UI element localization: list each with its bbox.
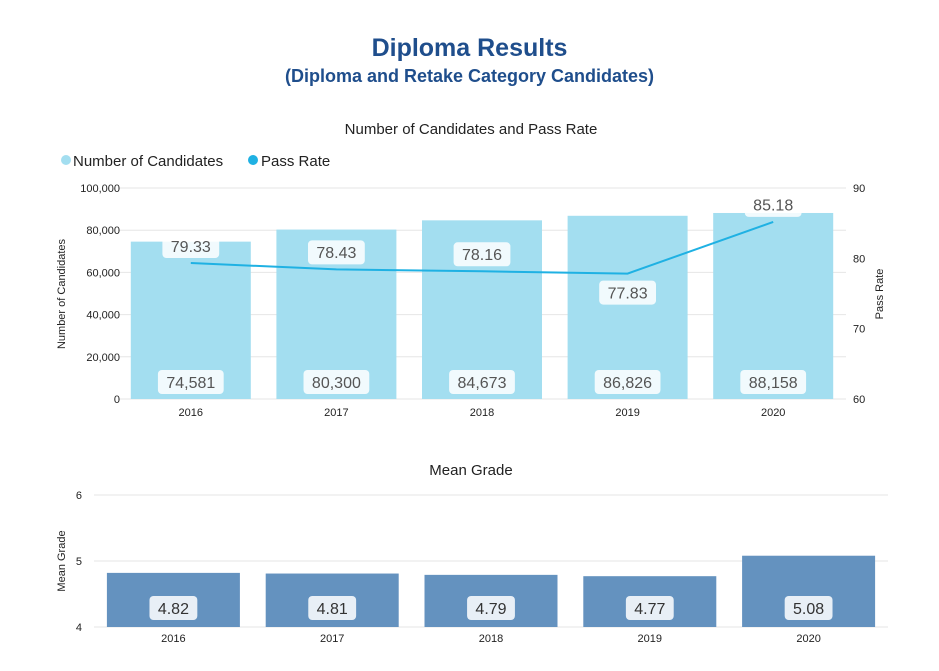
y2-tick-label: 60	[853, 394, 865, 406]
chart1-line-labels: 79.33 78.43 78.16 77.83 85.18	[162, 192, 802, 305]
legend-passrate-label: Pass Rate	[261, 153, 330, 170]
legend-passrate-marker	[248, 155, 258, 165]
candidates-bar	[713, 212, 834, 399]
chart2-title: Mean Grade	[429, 462, 512, 479]
pass-rate-label-bg	[744, 192, 802, 217]
chart1-ylabel: Number of Candidates	[56, 238, 68, 349]
chart2-ylabel: Mean Grade	[56, 530, 68, 591]
x-tick-label: 2020	[796, 633, 820, 645]
y-tick-label: 60,000	[86, 267, 120, 279]
chart2-bar-labels: 4.82 4.81 4.79 4.77 5.08	[149, 596, 833, 620]
chart1-y2label: Pass Rate	[874, 269, 886, 320]
candidates-bar-label-bg	[449, 370, 515, 394]
y-tick-label: 20,000	[86, 352, 120, 364]
legend-candidates-marker	[61, 155, 71, 165]
x-tick-label: 2017	[324, 407, 348, 419]
chart1-bar-labels: 74,581 80,300 84,673 86,826 88,158	[157, 370, 807, 394]
mean-grade-label: 4.77	[634, 601, 665, 618]
pass-rate-label: 77.83	[608, 285, 648, 302]
candidates-bar-label-bg	[157, 370, 224, 394]
mean-grade-label: 4.79	[475, 601, 506, 618]
pass-rate-label: 78.16	[462, 247, 502, 264]
x-tick-label: 2019	[638, 633, 662, 645]
chart1-x-ticks: 2016 2017 2018 2019 2020	[179, 407, 786, 419]
candidates-bar-label-bg	[740, 370, 807, 394]
pass-rate-label-bg	[308, 240, 365, 265]
legend-candidates-label: Number of Candidates	[73, 153, 223, 170]
page-title: Diploma Results	[371, 34, 568, 62]
page-subtitle: (Diploma and Retake Category Candidates)	[284, 66, 655, 86]
pass-rate-label-bg	[453, 242, 511, 267]
candidates-bar-label: 74,581	[166, 375, 215, 392]
chart1-title: Number of Candidates and Pass Rate	[345, 121, 598, 138]
y-tick-label: 40,000	[86, 310, 120, 322]
chart2-y-ticks: 4 5 6	[76, 490, 82, 634]
y2-tick-label: 80	[853, 253, 865, 265]
candidates-bar-label: 88,158	[749, 375, 798, 392]
y-tick-label: 80,000	[86, 225, 120, 237]
candidates-bar-label: 84,673	[458, 375, 507, 392]
x-tick-label: 2020	[761, 407, 785, 419]
pass-rate-label-bg	[162, 234, 220, 259]
pass-rate-label: 78.43	[316, 245, 356, 262]
candidates-bar-label-bg	[594, 370, 661, 394]
pass-rate-label: 85.18	[753, 198, 793, 215]
candidates-bar-label-bg	[303, 370, 370, 394]
mean-grade-label-bg	[784, 596, 833, 620]
mean-grade-label-bg	[308, 596, 357, 620]
chart1-y2-ticks: 60 70 80 90	[853, 183, 865, 406]
y-tick-label: 0	[114, 394, 120, 406]
chart2-x-ticks: 2016 2017 2018 2019 2020	[161, 633, 821, 645]
mean-grade-label: 4.82	[158, 601, 189, 618]
chart1-legend: Number of Candidates Pass Rate	[61, 153, 330, 170]
chart1-line	[190, 220, 774, 275]
mean-grade-label: 5.08	[793, 601, 824, 618]
x-tick-label: 2018	[479, 633, 503, 645]
x-tick-label: 2018	[470, 407, 494, 419]
pass-rate-label-bg	[599, 280, 656, 305]
mean-grade-label-bg	[467, 596, 515, 620]
x-tick-label: 2017	[320, 633, 344, 645]
candidates-bar-label: 86,826	[603, 375, 652, 392]
mean-grade-label-bg	[149, 596, 198, 620]
candidates-bar	[567, 215, 688, 399]
mean-grade-label-bg	[625, 596, 674, 620]
x-tick-label: 2016	[179, 407, 203, 419]
pass-rate-label: 79.33	[171, 239, 211, 256]
y-tick-label: 4	[76, 622, 82, 634]
y-tick-label: 5	[76, 556, 82, 568]
x-tick-label: 2019	[615, 407, 639, 419]
pass-rate-line	[190, 220, 774, 275]
y-tick-label: 100,000	[80, 183, 120, 195]
y2-tick-label: 90	[853, 183, 865, 195]
mean-grade-label: 4.81	[317, 601, 348, 618]
candidates-bar-label: 80,300	[312, 375, 361, 392]
chart1-y-ticks: 0 20,000 40,000 60,000 80,000 100,000	[80, 183, 120, 406]
y2-tick-label: 70	[853, 324, 865, 336]
y-tick-label: 6	[76, 490, 82, 502]
x-tick-label: 2016	[161, 633, 185, 645]
